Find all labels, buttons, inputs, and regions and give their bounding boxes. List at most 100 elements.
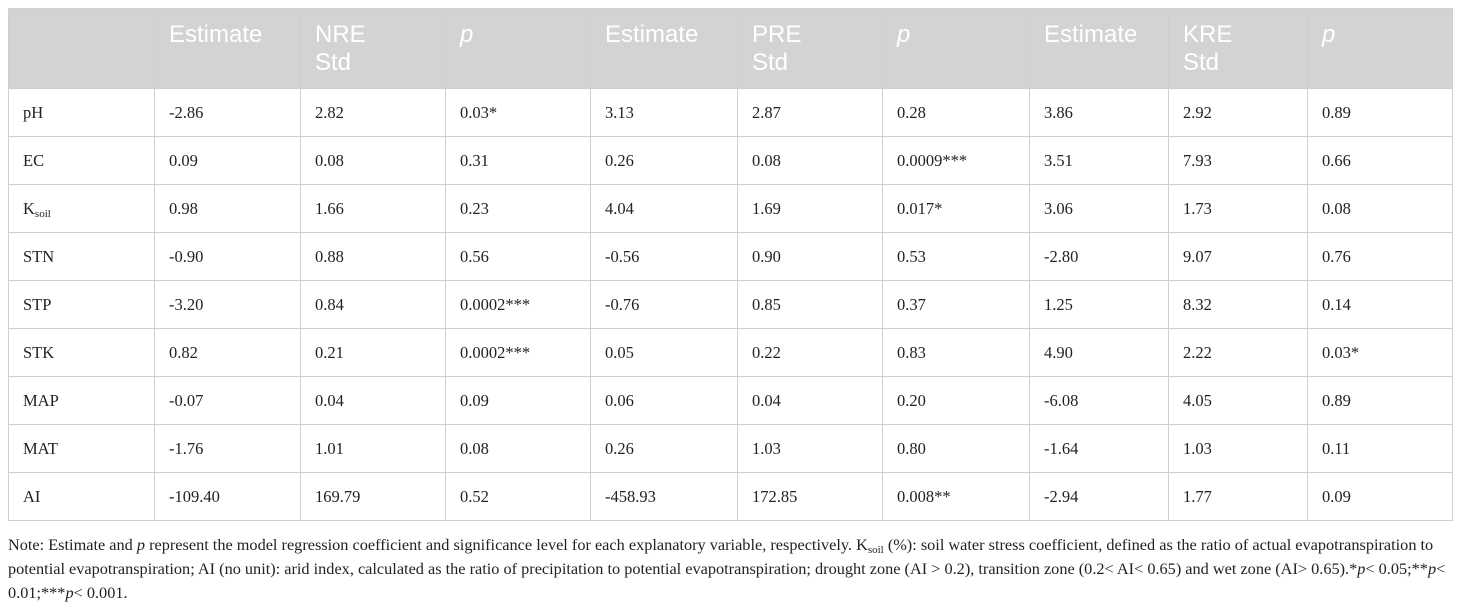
table-cell: 0.22: [737, 328, 883, 377]
table-cell: 0.21: [300, 328, 446, 377]
table-cell: 2.22: [1168, 328, 1308, 377]
table-cell: 0.26: [590, 424, 738, 473]
table-row: pH -2.86 2.82 0.03* 3.13 2.87 0.28 3.86 2.92 0.89: [8, 88, 1453, 137]
table-cell: 0.11: [1307, 424, 1453, 473]
note-text: Note: Estimate and: [8, 535, 137, 554]
table-cell: -2.86: [154, 88, 301, 137]
table-cell: 1.69: [737, 184, 883, 233]
table-cell: 0.31: [445, 136, 591, 185]
table-cell: 0.28: [882, 88, 1030, 137]
table-cell: 1.73: [1168, 184, 1308, 233]
table-cell: 0.08: [300, 136, 446, 185]
note-text: represent the model regression coefficie…: [145, 535, 868, 554]
table-cell: 3.06: [1029, 184, 1169, 233]
table-cell: 0.23: [445, 184, 591, 233]
row-label: MAP: [8, 376, 155, 425]
table-cell: -1.76: [154, 424, 301, 473]
row-label-text: K: [23, 198, 35, 218]
table-cell: 1.01: [300, 424, 446, 473]
table-cell: 0.09: [1307, 472, 1453, 521]
table-cell: 2.92: [1168, 88, 1308, 137]
table-cell: 0.20: [882, 376, 1030, 425]
table-cell: 0.52: [445, 472, 591, 521]
table-cell: 0.08: [1307, 184, 1453, 233]
table-row: STN -0.90 0.88 0.56 -0.56 0.90 0.53 -2.80 9.07 0.…: [8, 232, 1453, 281]
table-cell: 0.0002***: [445, 328, 591, 377]
table-cell: 0.09: [154, 136, 301, 185]
table-cell: 1.77: [1168, 472, 1308, 521]
table-cell: 3.13: [590, 88, 738, 137]
header-cell: Estimate: [590, 8, 738, 89]
table-row: MAP -0.07 0.04 0.09 0.06 0.04 0.20 -6.08 4.05 0.8…: [8, 376, 1453, 425]
table-cell: 0.0009***: [882, 136, 1030, 185]
row-label-subscript: soil: [34, 207, 51, 220]
row-label: MAT: [8, 424, 155, 473]
note-text: p: [1357, 559, 1366, 578]
table-cell: -109.40: [154, 472, 301, 521]
row-label: STP: [8, 280, 155, 329]
table-cell: 1.66: [300, 184, 446, 233]
table-cell: -6.08: [1029, 376, 1169, 425]
table-cell: 3.86: [1029, 88, 1169, 137]
row-label-text: STK: [23, 342, 55, 362]
table-cell: 0.83: [882, 328, 1030, 377]
table-note: Note: Estimate and p represent the model…: [8, 533, 1454, 605]
table-row: STP -3.20 0.84 0.0002*** -0.76 0.85 0.37 1.25 8.…: [8, 280, 1453, 329]
table-cell: -2.80: [1029, 232, 1169, 281]
header-cell: Estimate: [1029, 8, 1169, 89]
table-cell: 2.87: [737, 88, 883, 137]
table-cell: 0.0002***: [445, 280, 591, 329]
row-label: STK: [8, 328, 155, 377]
header-cell: p: [882, 8, 1030, 89]
table-cell: -0.56: [590, 232, 738, 281]
table-row: Ksoil 0.98 1.66 0.23 4.04 1.69 0.017* 3.06 1.73 0…: [8, 184, 1453, 233]
header-row: Estimate NRE Std p Estimate PRE Std p Estimate…: [8, 8, 1453, 89]
note-text: p: [1427, 559, 1437, 578]
table-cell: 0.06: [590, 376, 738, 425]
note-text: p: [65, 583, 74, 602]
table-cell: 0.89: [1307, 88, 1453, 137]
table-cell: 4.05: [1168, 376, 1308, 425]
header-cell: Estimate: [154, 8, 301, 89]
table-cell: 0.90: [737, 232, 883, 281]
header-cell: [8, 8, 155, 89]
row-label-text: MAP: [23, 390, 59, 410]
row-label-text: MAT: [23, 438, 58, 458]
note-text: (%): soil water stress coefficient, defi…: [8, 535, 1434, 578]
row-label-text: STP: [23, 294, 52, 314]
table-cell: -3.20: [154, 280, 301, 329]
row-label: STN: [8, 232, 155, 281]
header-cell: NRE Std: [300, 8, 446, 89]
header-cell: p: [1307, 8, 1453, 89]
note-text: < 0.05;**: [1365, 559, 1428, 578]
table-cell: 0.14: [1307, 280, 1453, 329]
note-text: < 0.001.: [73, 583, 128, 602]
table-cell: 3.51: [1029, 136, 1169, 185]
header-cell: KRE Std: [1168, 8, 1308, 89]
table-cell: -1.64: [1029, 424, 1169, 473]
table-cell: 0.03*: [445, 88, 591, 137]
table-cell: 7.93: [1168, 136, 1308, 185]
row-label-text: EC: [23, 150, 45, 170]
row-label: pH: [8, 88, 155, 137]
table-cell: 1.03: [1168, 424, 1308, 473]
table-cell: 0.09: [445, 376, 591, 425]
table-cell: 0.008**: [882, 472, 1030, 521]
table-cell: 0.08: [737, 136, 883, 185]
table-cell: 0.76: [1307, 232, 1453, 281]
table-cell: 0.80: [882, 424, 1030, 473]
table-row: MAT -1.76 1.01 0.08 0.26 1.03 0.80 -1.64 1.03 0.1…: [8, 424, 1453, 473]
table-cell: -0.90: [154, 232, 301, 281]
table-cell: 0.53: [882, 232, 1030, 281]
table-cell: 0.85: [737, 280, 883, 329]
header-cell: PRE Std: [737, 8, 883, 89]
row-label-text: pH: [23, 102, 44, 122]
table-cell: 172.85: [737, 472, 883, 521]
table-cell: 0.89: [1307, 376, 1453, 425]
table-cell: 4.90: [1029, 328, 1169, 377]
table-cell: 0.05: [590, 328, 738, 377]
table-cell: 0.04: [737, 376, 883, 425]
table-row: AI -109.40 169.79 0.52 -458.93 172.85 0.008** -…: [8, 472, 1453, 521]
table-cell: 169.79: [300, 472, 446, 521]
